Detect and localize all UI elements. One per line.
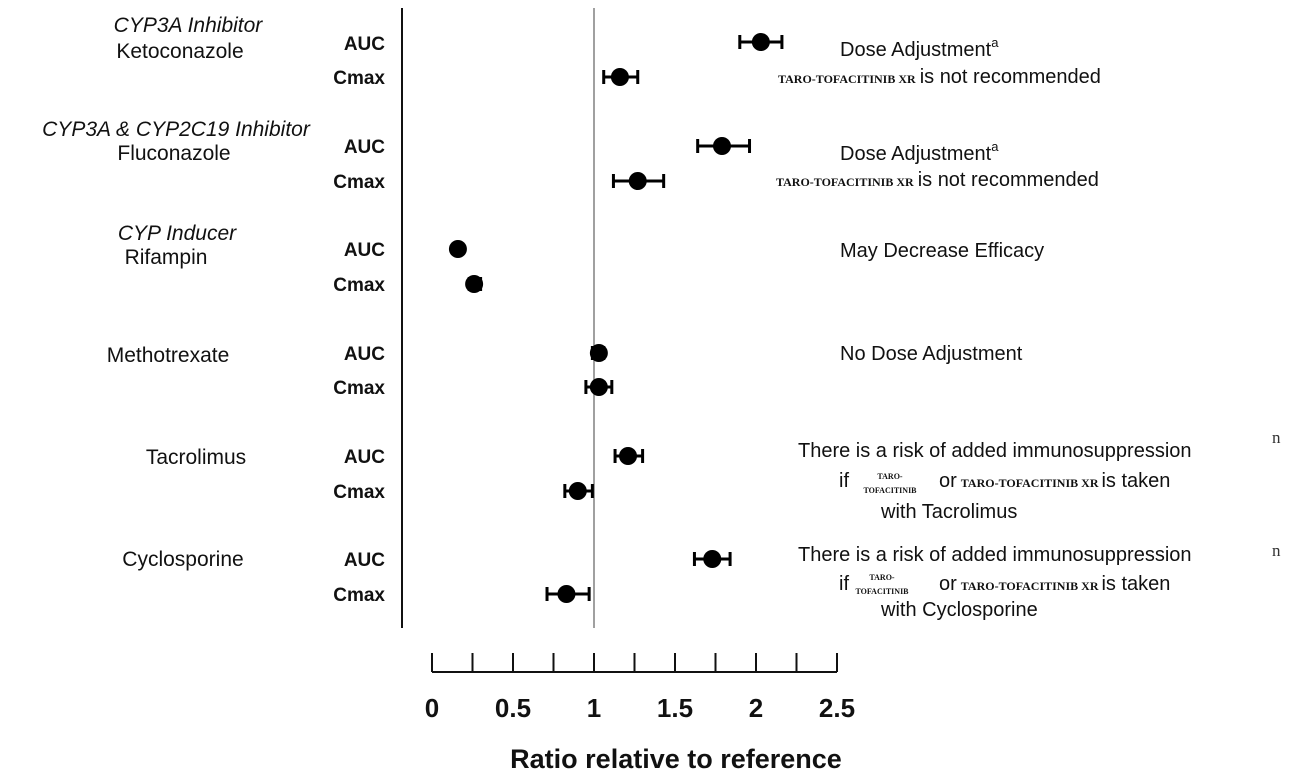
drug-name-ketoconazole: Ketoconazole (116, 40, 243, 63)
x-axis-tick-label: 1.5 (657, 693, 693, 723)
x-axis-tick-label: 1 (587, 693, 601, 723)
point-marker (568, 482, 587, 500)
data-point-cyclosporine-cmax (545, 585, 591, 603)
recommendation-methotrexate: No Dose Adjustment (840, 343, 1023, 365)
x-axis-tick-label: 0 (425, 693, 439, 723)
data-point-rifampin-cmax (465, 275, 484, 293)
data-point-ketoconazole-cmax (602, 68, 640, 86)
point-marker (557, 585, 576, 603)
drug-name-rifampin: Rifampin (125, 246, 208, 269)
data-point-ketoconazole-auc (738, 33, 784, 51)
point-marker (703, 550, 722, 568)
x-axis-tick-label: 2.5 (819, 693, 855, 723)
point-marker (628, 172, 647, 190)
data-point-fluconazole-auc (696, 137, 752, 155)
recommendation-cyclosporine-line2: or TARO-TOFACITINIB XR is taken (939, 573, 1170, 595)
x-axis-tick-labels: 0 0.5 1 1.5 2 2.5 (425, 693, 855, 723)
drug-name-methotrexate: Methotrexate (107, 344, 230, 367)
recommendation-tacrolimus-line1: There is a risk of added immunosuppressi… (798, 440, 1192, 462)
drug-name-fluconazole: Fluconazole (117, 142, 230, 165)
point-marker (751, 33, 770, 51)
data-point-tacrolimus-auc (613, 447, 645, 465)
metric-label-cmax: Cmax (333, 482, 385, 503)
metric-label-cmax: Cmax (333, 68, 385, 89)
data-point-methotrexate-auc (589, 344, 608, 362)
metric-label-auc: AUC (344, 34, 385, 55)
drug-class-ketoconazole: CYP3A Inhibitor (114, 14, 264, 37)
x-axis-ticks (431, 653, 838, 672)
metric-label-auc: AUC (344, 137, 385, 158)
point-marker (448, 240, 467, 258)
recommendation-ketoconazole-line1: Dose Adjustmenta (840, 35, 999, 61)
metric-label-cmax: Cmax (333, 585, 385, 606)
recommendation-fluconazole-line1: Dose Adjustmenta (840, 139, 999, 165)
drug-class-fluconazole: CYP3A & CYP2C19 Inhibitor (42, 118, 311, 141)
x-axis-tick-label: 2 (749, 693, 763, 723)
data-point-fluconazole-cmax (611, 172, 666, 190)
brand-name-small: TOFACITINIB (855, 587, 909, 596)
recommendation-cyclosporine-line3: with Cyclosporine (880, 599, 1038, 621)
drug-class-rifampin: CYP Inducer (118, 222, 237, 245)
point-marker (465, 275, 484, 293)
metric-label-auc: AUC (344, 550, 385, 571)
metric-label-cmax: Cmax (333, 275, 385, 296)
x-axis-tick-label: 0.5 (495, 693, 531, 723)
brand-name-small: TARO- (869, 573, 895, 582)
metric-label-auc: AUC (344, 447, 385, 468)
brand-name-small: TOFACITINIB (863, 486, 917, 495)
point-marker (589, 344, 608, 362)
point-marker (619, 447, 638, 465)
metric-label-cmax: Cmax (333, 378, 385, 399)
data-point-tacrolimus-cmax (563, 482, 594, 500)
recommendation-fluconazole-line2: TARO-TOFACITINIB XR is not recommended (776, 169, 1099, 191)
point-marker (712, 137, 731, 155)
brand-name-small: TARO- (877, 472, 903, 481)
recommendation-tacrolimus-line2: or TARO-TOFACITINIB XR is taken (939, 470, 1170, 492)
point-marker (589, 378, 608, 396)
recommendation-tacrolimus-if: if (839, 470, 849, 492)
drug-name-tacrolimus: Tacrolimus (146, 446, 246, 469)
metric-label-auc: AUC (344, 240, 385, 261)
metric-label-auc: AUC (344, 344, 385, 365)
data-point-cyclosporine-auc (692, 550, 732, 568)
data-point-rifampin-auc (448, 240, 467, 258)
drug-name-cyclosporine: Cyclosporine (122, 548, 243, 571)
cropped-text-fragment: n (1272, 428, 1281, 447)
cropped-text-fragment: n (1272, 541, 1281, 560)
metric-label-cmax: Cmax (333, 172, 385, 193)
point-marker (610, 68, 629, 86)
recommendation-tacrolimus-line3: with Tacrolimus (880, 501, 1017, 523)
recommendation-rifampin: May Decrease Efficacy (840, 240, 1044, 262)
x-axis-label: Ratio relative to reference (510, 744, 842, 774)
recommendation-cyclosporine-if: if (839, 573, 849, 595)
recommendation-cyclosporine-line1: There is a risk of added immunosuppressi… (798, 544, 1192, 566)
data-point-methotrexate-cmax (584, 378, 614, 396)
recommendation-ketoconazole-line2: TARO-TOFACITINIB XR is not recommended (778, 66, 1101, 88)
data-points (448, 33, 784, 603)
